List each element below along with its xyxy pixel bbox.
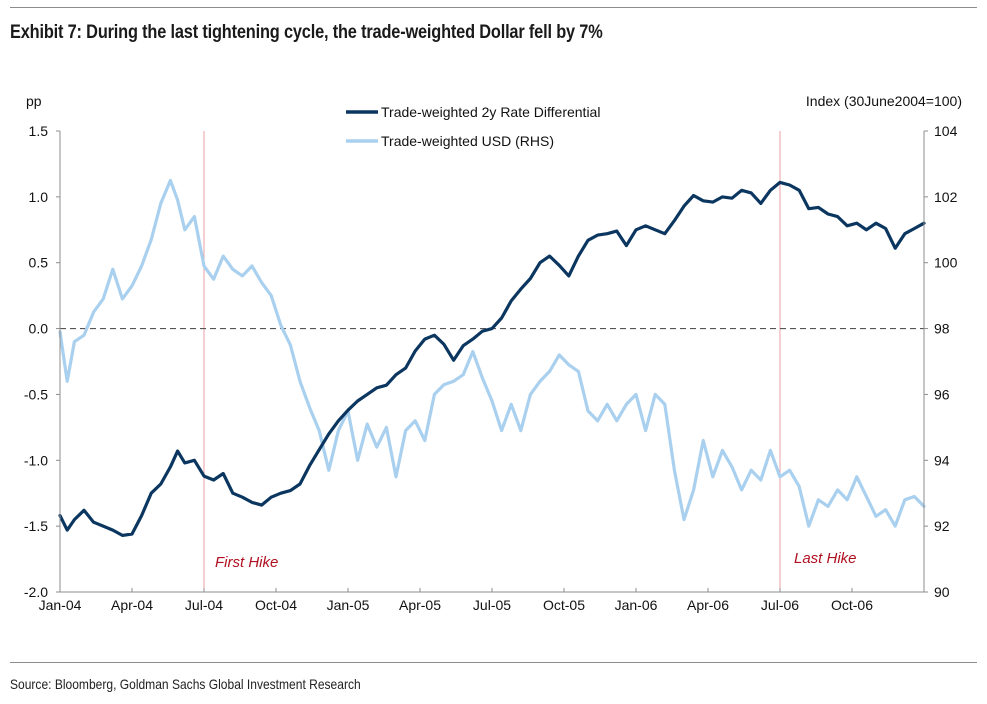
labels-layer: 1.5 1.0 0.5 0.0 -0.5 -1.0 -1.5 -2.0 104 102 100 98 9… [24,93,962,613]
right-axis-tick-label: 94 [934,452,950,468]
left-axis-tick-label: 1.5 [29,123,49,139]
legend-label-usd: Trade-weighted USD (RHS) [381,133,554,149]
x-axis-tick-label: Jan-05 [327,597,370,613]
right-axis-tick-label: 100 [934,255,958,271]
legend-label-rate-differential: Trade-weighted 2y Rate Differential [381,104,600,120]
series-layer [58,178,926,538]
x-axis-tick-label: Jan-06 [615,597,658,613]
x-axis-tick-label: Jul-04 [185,597,223,613]
x-axis-tick-label: Apr-05 [399,597,441,613]
x-axis-tick-label: Oct-06 [831,597,873,613]
series-line-trade-weighted-usd [58,178,926,528]
right-axis-tick-label: 98 [934,321,950,337]
x-axis-tick-label: Apr-06 [687,597,729,613]
x-axis-tick-label: Jul-06 [761,597,799,613]
right-axis-title: Index (30June2004=100) [806,93,962,109]
annotation-last-hike: Last Hike [794,550,857,567]
left-axis-tick-label: -0.5 [24,386,48,402]
x-axis-tick-label: Oct-05 [543,597,585,613]
series-line-rate-differential [58,180,926,538]
left-axis-title: pp [26,93,42,109]
chart: 1.5 1.0 0.5 0.0 -0.5 -1.0 -1.5 -2.0 104 102 100 98 9… [24,93,962,613]
left-axis-tick-label: -1.5 [24,518,48,534]
x-axis-tick-label: Jul-05 [473,597,511,613]
annotation-first-hike: First Hike [215,554,278,571]
left-axis-tick-label: 0.0 [29,321,49,337]
left-axis-tick-label: 0.5 [29,255,49,271]
right-axis-tick-label: 96 [934,386,950,402]
right-axis-tick-label: 102 [934,189,958,205]
left-axis-tick-label: -1.0 [24,452,48,468]
right-axis-tick-label: 104 [934,123,958,139]
x-axis-tick-label: Oct-04 [255,597,297,613]
bottom-rule [10,662,977,663]
source-note: Source: Bloomberg, Goldman Sachs Global … [10,676,361,692]
right-axis-tick-label: 90 [934,584,950,600]
left-axis-tick-label: -2.0 [24,584,48,600]
right-axis-tick-label: 92 [934,518,950,534]
left-axis-tick-label: 1.0 [29,189,49,205]
axes-layer [56,130,928,593]
exhibit-title: Exhibit 7: During the last tightening cy… [10,22,603,43]
x-axis-tick-label: Apr-04 [111,597,153,613]
top-rule [10,7,977,8]
reference-lines-layer [60,131,924,592]
x-axis-tick-label: Jan-04 [39,597,82,613]
